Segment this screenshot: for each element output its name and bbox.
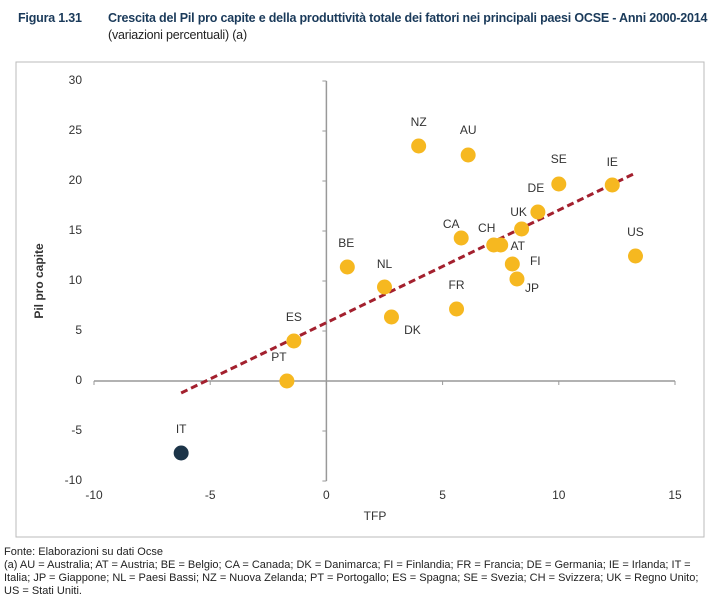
point-label: ES bbox=[286, 310, 302, 324]
point bbox=[339, 259, 355, 275]
point-label: CA bbox=[443, 217, 460, 231]
y-tick-label: 5 bbox=[75, 323, 82, 337]
point bbox=[460, 147, 476, 163]
point-label: CH bbox=[478, 221, 495, 235]
point-label: UK bbox=[510, 205, 527, 219]
point bbox=[627, 248, 643, 264]
point bbox=[530, 204, 546, 220]
point bbox=[604, 177, 620, 193]
point bbox=[383, 309, 399, 325]
point-label: NZ bbox=[411, 115, 427, 129]
point-label: FR bbox=[449, 278, 465, 292]
title-block: Crescita del Pil pro capite e della prod… bbox=[108, 10, 708, 44]
point-label: JP bbox=[525, 281, 539, 295]
y-tick-label: -5 bbox=[71, 423, 82, 437]
chart-frame bbox=[15, 61, 705, 538]
point-label: AT bbox=[510, 239, 525, 253]
point-label: SE bbox=[551, 152, 567, 166]
y-tick-label: 0 bbox=[75, 373, 82, 387]
y-tick-label: 10 bbox=[69, 273, 83, 287]
chart-title: Crescita del Pil pro capite e della prod… bbox=[108, 11, 708, 25]
x-tick-label: 10 bbox=[552, 488, 566, 502]
y-tick-label: 15 bbox=[69, 223, 83, 237]
x-axis-label: TFP bbox=[364, 509, 387, 523]
x-tick-label: -5 bbox=[205, 488, 216, 502]
y-axis-label: Pil pro capite bbox=[32, 243, 46, 319]
x-tick-label: -10 bbox=[85, 488, 103, 502]
point bbox=[514, 221, 530, 237]
chart-subtitle: (variazioni percentuali) (a) bbox=[108, 28, 247, 42]
point bbox=[453, 230, 469, 246]
x-tick-label: 0 bbox=[323, 488, 330, 502]
x-tick-label: 15 bbox=[668, 488, 682, 502]
footer: Fonte: Elaborazioni su dati Ocse (a) AU … bbox=[4, 546, 712, 598]
point-label: IT bbox=[176, 422, 187, 436]
note: (a) AU = Australia; AT = Austria; BE = B… bbox=[4, 559, 699, 597]
y-tick-label: 25 bbox=[69, 123, 83, 137]
point bbox=[286, 333, 302, 349]
source: Fonte: Elaborazioni su dati Ocse bbox=[4, 546, 163, 558]
point-label: PT bbox=[271, 350, 287, 364]
point bbox=[411, 138, 427, 154]
point bbox=[173, 445, 189, 461]
point-label: DK bbox=[404, 323, 421, 337]
y-tick-label: 30 bbox=[69, 73, 83, 87]
point bbox=[509, 271, 525, 287]
point-label: BE bbox=[338, 236, 354, 250]
point-label: US bbox=[627, 225, 644, 239]
point-label: DE bbox=[528, 181, 545, 195]
point bbox=[551, 176, 567, 192]
point-label: FI bbox=[530, 254, 541, 268]
point bbox=[504, 256, 520, 272]
figure-number: Figura 1.31 bbox=[18, 11, 82, 25]
x-tick-label: 5 bbox=[439, 488, 446, 502]
trend-line bbox=[180, 171, 637, 395]
point bbox=[279, 373, 295, 389]
y-tick-label: 20 bbox=[69, 173, 83, 187]
point-label: AU bbox=[460, 123, 477, 137]
point-label: NL bbox=[377, 257, 393, 271]
y-tick-label: -10 bbox=[65, 473, 83, 487]
point bbox=[493, 237, 509, 253]
point bbox=[449, 301, 465, 317]
point bbox=[377, 279, 392, 295]
point-label: IE bbox=[607, 155, 618, 169]
